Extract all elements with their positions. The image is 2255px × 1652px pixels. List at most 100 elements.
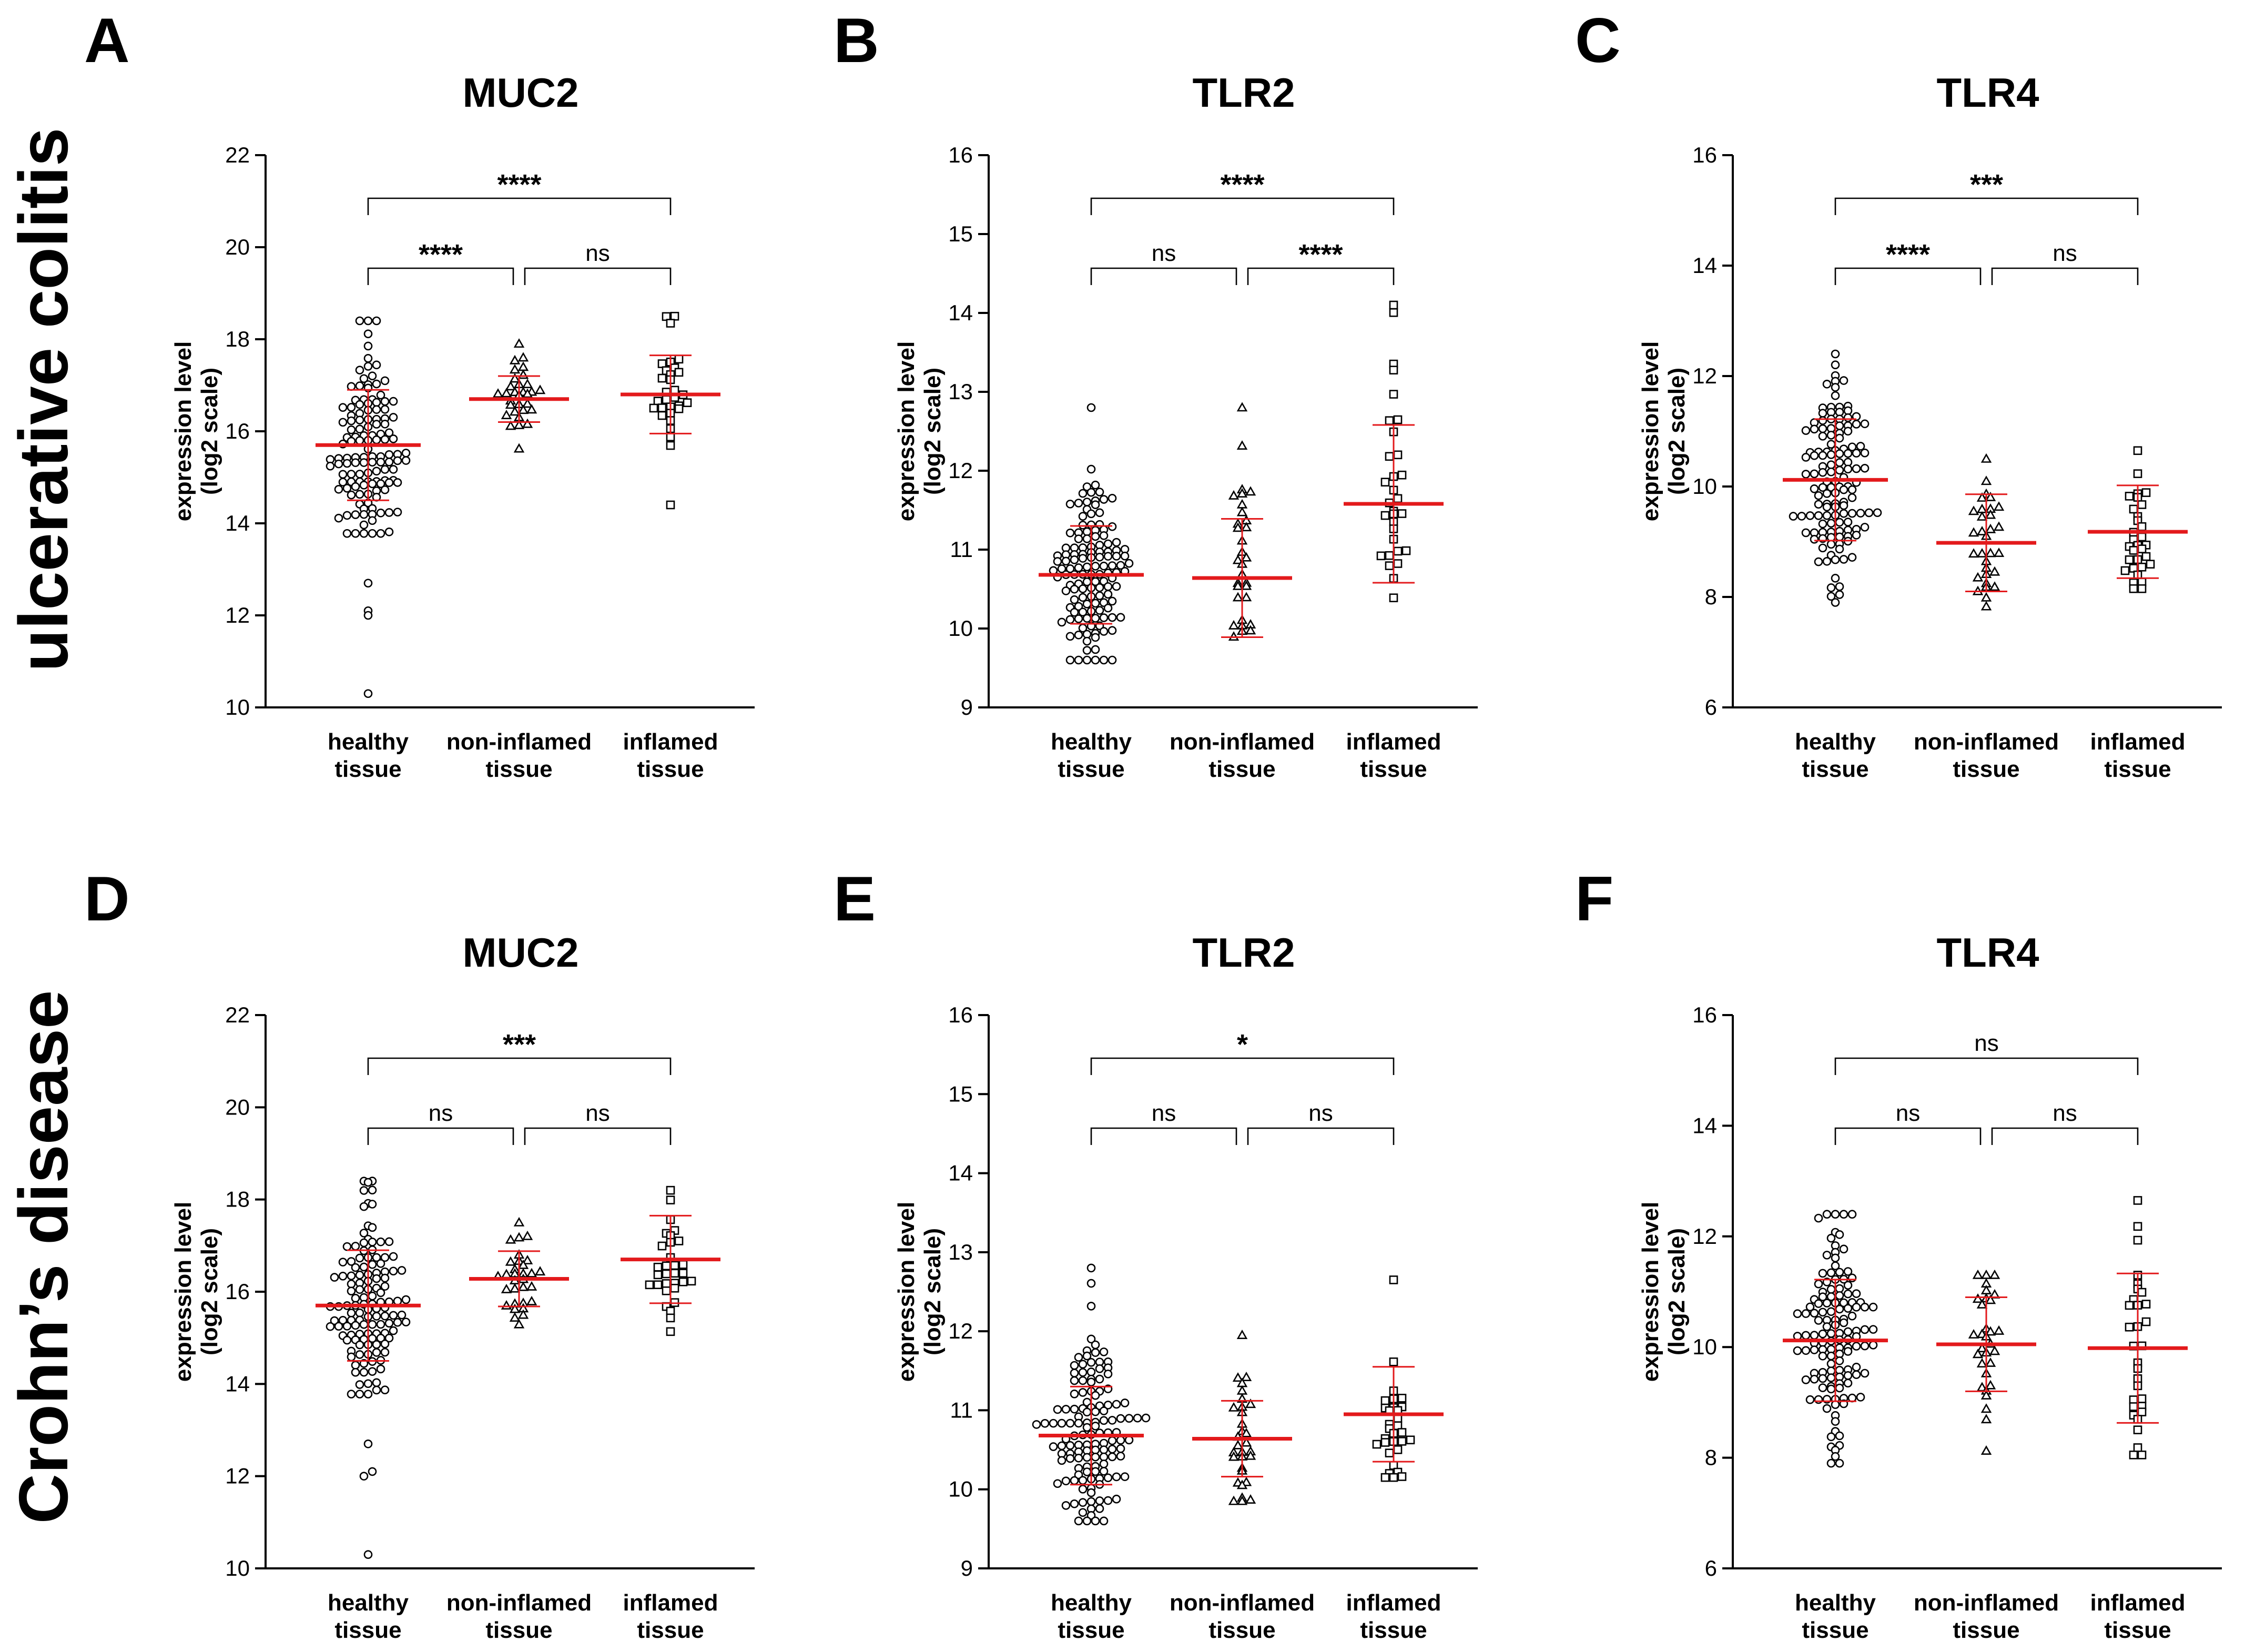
data-point-circle	[1061, 586, 1071, 595]
data-point-circle	[1843, 1379, 1853, 1388]
data-point-square	[1389, 1357, 1398, 1366]
data-point-circle	[1818, 416, 1827, 425]
data-point-circle	[376, 1259, 385, 1268]
x-category-label: tissue	[334, 756, 401, 782]
data-point-circle	[1091, 532, 1100, 541]
data-point-circle	[1070, 584, 1079, 594]
data-point-triangle	[513, 1319, 525, 1329]
data-point-triangle	[522, 418, 533, 428]
data-point-circle	[1061, 1476, 1071, 1486]
data-point-circle	[1112, 1400, 1121, 1409]
data-point-circle	[1091, 599, 1100, 608]
data-point-circle	[380, 1385, 390, 1395]
y-tick-label: 12	[948, 458, 973, 483]
data-point-circle	[351, 1294, 360, 1303]
data-point-square	[2125, 1301, 2134, 1310]
data-point-triangle	[517, 404, 529, 414]
data-point-circle	[372, 1348, 381, 1357]
data-point-triangle	[501, 410, 512, 419]
data-point-circle	[355, 366, 364, 374]
data-point-circle	[384, 450, 394, 459]
data-point-triangle	[1980, 1390, 1992, 1400]
data-point-circle	[1839, 1298, 1848, 1308]
data-point-circle	[1818, 451, 1827, 460]
significance-bracket	[367, 197, 672, 215]
data-point-circle	[1852, 420, 1861, 429]
data-point-triangle	[1232, 554, 1244, 564]
data-point-triangle	[517, 352, 529, 362]
data-point-circle	[376, 509, 385, 518]
data-point-square	[1380, 1473, 1390, 1482]
panel-A: A MUC2 expression level (log2 scale) 10 12 14 1…	[84, 5, 755, 782]
data-point-circle	[368, 1291, 377, 1301]
panel-C: C TLR4 expression level (log2 scale) 6 8 10 12 1…	[1575, 5, 2222, 782]
data-point-circle	[1070, 595, 1079, 604]
significance-bracket	[367, 267, 514, 285]
data-point-circle	[1839, 1244, 1848, 1254]
data-point-triangle	[513, 338, 525, 348]
data-point-circle	[1810, 1374, 1819, 1384]
data-point-triangle	[1976, 511, 1988, 521]
data-point-circle	[1065, 528, 1075, 538]
data-point-triangle	[1985, 491, 1996, 501]
data-point-circle	[351, 1367, 360, 1377]
y-tick-label: 10	[948, 616, 973, 641]
data-point-circle	[1061, 1405, 1071, 1414]
data-point-circle	[1847, 493, 1857, 502]
data-point-circle	[1103, 582, 1113, 591]
data-point-circle	[1082, 1423, 1092, 1432]
significance-bracket	[1090, 197, 1395, 215]
significance-bracket	[1991, 267, 2139, 285]
data-point-circle	[359, 458, 369, 467]
data-point-square	[1380, 1396, 1390, 1405]
data-point-square	[1389, 390, 1398, 399]
data-point-circle	[1826, 1233, 1836, 1243]
y-axis-label: expression level	[1638, 341, 1663, 521]
data-point-circle	[1868, 1341, 1878, 1350]
x-category-label: non-inflamed	[1914, 729, 2059, 755]
data-point-triangle	[1232, 1440, 1244, 1450]
data-point-circle	[1091, 1407, 1100, 1416]
data-point-circle	[355, 1285, 364, 1294]
data-point-triangle	[505, 1234, 516, 1244]
data-point-circle	[368, 529, 377, 538]
data-point-circle	[393, 456, 402, 465]
x-category-label: inflamed	[2090, 1590, 2186, 1616]
data-point-triangle	[1985, 1357, 1996, 1367]
significance-label: ****	[1220, 169, 1264, 200]
data-point-circle	[1074, 630, 1083, 640]
data-point-circle	[1099, 1416, 1109, 1425]
data-point-circle	[359, 1186, 369, 1195]
data-point-circle	[1847, 509, 1857, 518]
data-point-circle	[1074, 563, 1083, 572]
data-point-circle	[1835, 449, 1844, 458]
data-point-triangle	[1972, 572, 1984, 582]
x-category-label: non-inflamed	[1170, 729, 1315, 755]
data-point-circle	[1112, 552, 1121, 561]
y-tick-label: 9	[961, 695, 973, 719]
data-point-circle	[1864, 508, 1874, 518]
data-point-circle	[1826, 431, 1836, 440]
x-category-label: tissue	[1360, 1617, 1427, 1643]
data-point-circle	[347, 1279, 356, 1289]
data-point-circle	[372, 1340, 381, 1349]
data-point-square	[2141, 1317, 2151, 1326]
data-point-square	[1389, 1473, 1398, 1482]
data-point-square	[2141, 552, 2151, 561]
data-point-circle	[1797, 512, 1806, 521]
data-point-circle	[1082, 562, 1092, 572]
data-point-circle	[347, 1286, 356, 1295]
significance-label: ****	[419, 239, 463, 270]
data-point-circle	[376, 529, 385, 538]
data-point-circle	[1835, 465, 1844, 475]
data-point-circle	[355, 436, 364, 445]
data-point-circle	[326, 461, 335, 471]
data-point-circle	[338, 1272, 348, 1281]
data-point-circle	[1831, 1452, 1840, 1461]
data-point-circle	[1831, 1261, 1840, 1271]
data-point-circle	[359, 529, 369, 538]
data-point-square	[1385, 452, 1394, 461]
data-point-circle	[389, 1252, 398, 1261]
data-point-circle	[384, 478, 394, 487]
data-point-square	[666, 1313, 675, 1323]
